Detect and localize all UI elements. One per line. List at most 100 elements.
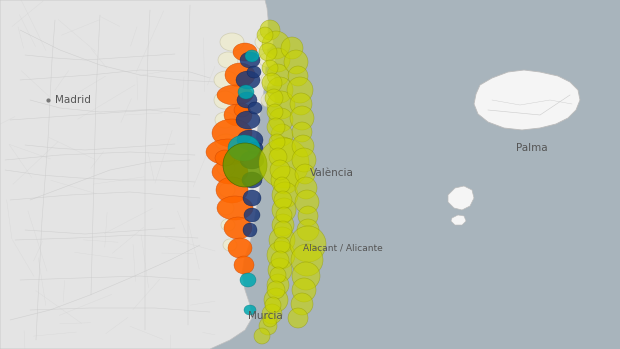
- Ellipse shape: [233, 43, 257, 61]
- Ellipse shape: [261, 73, 275, 87]
- Text: Alacant / Alicante: Alacant / Alicante: [303, 244, 383, 252]
- Ellipse shape: [261, 93, 275, 107]
- Circle shape: [292, 278, 316, 302]
- Circle shape: [295, 164, 315, 184]
- Circle shape: [276, 207, 292, 223]
- Circle shape: [260, 20, 280, 40]
- Ellipse shape: [247, 66, 261, 78]
- Ellipse shape: [228, 238, 252, 258]
- Ellipse shape: [218, 201, 234, 215]
- Circle shape: [267, 118, 285, 136]
- Ellipse shape: [217, 196, 253, 220]
- Circle shape: [295, 177, 317, 199]
- Ellipse shape: [245, 50, 259, 62]
- Ellipse shape: [225, 63, 255, 87]
- Ellipse shape: [237, 92, 257, 108]
- Circle shape: [271, 166, 299, 194]
- Circle shape: [297, 219, 319, 241]
- Ellipse shape: [217, 160, 235, 176]
- Ellipse shape: [238, 85, 254, 99]
- Ellipse shape: [236, 111, 260, 129]
- Ellipse shape: [242, 172, 262, 188]
- Circle shape: [264, 288, 288, 312]
- Circle shape: [259, 317, 277, 335]
- Circle shape: [292, 135, 314, 157]
- Circle shape: [281, 37, 303, 59]
- Circle shape: [270, 160, 290, 180]
- Circle shape: [290, 226, 326, 262]
- Circle shape: [274, 221, 292, 239]
- Circle shape: [262, 73, 282, 93]
- Circle shape: [270, 137, 296, 163]
- Circle shape: [223, 143, 267, 187]
- Circle shape: [291, 293, 313, 315]
- Circle shape: [259, 43, 277, 61]
- Ellipse shape: [223, 239, 237, 251]
- Circle shape: [262, 60, 278, 76]
- Ellipse shape: [216, 177, 248, 203]
- Ellipse shape: [219, 183, 235, 197]
- Ellipse shape: [224, 104, 252, 126]
- Circle shape: [270, 267, 286, 283]
- Circle shape: [274, 177, 290, 193]
- Polygon shape: [474, 70, 580, 130]
- Ellipse shape: [237, 130, 263, 150]
- Ellipse shape: [220, 33, 244, 51]
- Circle shape: [298, 206, 318, 226]
- Circle shape: [272, 198, 296, 222]
- Text: València: València: [310, 168, 354, 178]
- Ellipse shape: [214, 91, 236, 109]
- Circle shape: [274, 237, 290, 253]
- Circle shape: [292, 148, 316, 172]
- Ellipse shape: [255, 34, 273, 50]
- Circle shape: [271, 124, 293, 146]
- Ellipse shape: [248, 102, 262, 114]
- Ellipse shape: [247, 142, 263, 154]
- Ellipse shape: [240, 52, 260, 68]
- Ellipse shape: [206, 139, 250, 165]
- Ellipse shape: [243, 223, 257, 237]
- Text: Murcia: Murcia: [248, 311, 283, 321]
- Circle shape: [271, 251, 289, 269]
- Circle shape: [267, 241, 295, 269]
- Ellipse shape: [234, 256, 254, 274]
- Ellipse shape: [236, 71, 260, 89]
- Circle shape: [290, 106, 314, 130]
- Ellipse shape: [240, 151, 264, 169]
- Circle shape: [272, 182, 298, 208]
- Circle shape: [259, 138, 309, 188]
- Circle shape: [267, 64, 289, 86]
- Circle shape: [287, 77, 313, 103]
- Circle shape: [265, 297, 281, 313]
- Circle shape: [268, 258, 292, 282]
- Ellipse shape: [217, 85, 253, 105]
- Ellipse shape: [244, 305, 256, 315]
- Ellipse shape: [228, 135, 260, 161]
- Circle shape: [269, 227, 295, 253]
- Ellipse shape: [234, 103, 250, 117]
- Circle shape: [272, 214, 294, 236]
- Circle shape: [288, 308, 308, 328]
- Text: Palma: Palma: [516, 143, 547, 153]
- Ellipse shape: [243, 190, 261, 206]
- Circle shape: [262, 304, 282, 324]
- Circle shape: [266, 48, 290, 72]
- Polygon shape: [448, 186, 474, 210]
- Circle shape: [295, 190, 319, 214]
- Ellipse shape: [214, 71, 238, 89]
- Circle shape: [269, 134, 285, 150]
- Circle shape: [267, 281, 285, 299]
- Circle shape: [267, 104, 283, 120]
- Polygon shape: [451, 215, 466, 225]
- Circle shape: [263, 313, 277, 327]
- Circle shape: [262, 31, 290, 59]
- Circle shape: [291, 244, 323, 276]
- Circle shape: [265, 89, 283, 107]
- Circle shape: [269, 148, 287, 166]
- Circle shape: [254, 328, 270, 344]
- Circle shape: [267, 77, 293, 103]
- Ellipse shape: [212, 160, 248, 184]
- Circle shape: [257, 27, 273, 43]
- Ellipse shape: [215, 150, 235, 166]
- Circle shape: [284, 50, 308, 74]
